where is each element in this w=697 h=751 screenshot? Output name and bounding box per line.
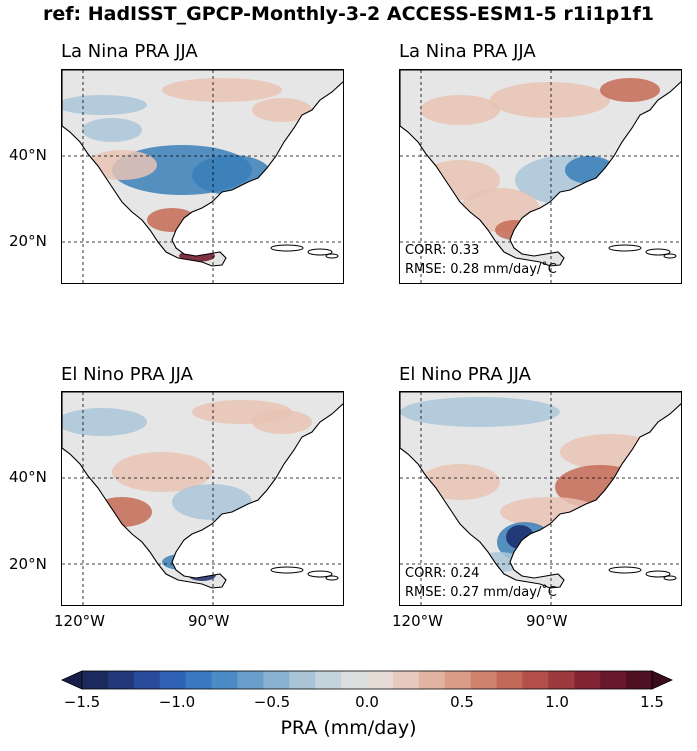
colorbar-tick-label: 0.5 xyxy=(450,693,474,711)
colorbar-tick-label: −0.5 xyxy=(253,693,291,711)
colorbar xyxy=(61,670,673,690)
anomaly-patch-3 xyxy=(565,156,615,184)
colorbar-bin-14 xyxy=(444,671,472,689)
colorbar-bin-9 xyxy=(315,671,342,689)
anomaly-patch-0 xyxy=(62,95,147,115)
colorbar-label: PRA (mm/day) xyxy=(280,717,417,739)
panel-title-el-nino-model: El Nino PRA JJA xyxy=(399,364,531,385)
island-0 xyxy=(608,244,642,252)
colorbar-bin-10 xyxy=(341,671,368,689)
panel-title-la-nina-ref: La Nina PRA JJA xyxy=(61,41,198,62)
coastline xyxy=(400,392,681,589)
island-2 xyxy=(325,253,339,259)
colorbar-bin-18 xyxy=(548,671,575,689)
colorbar-bin-8 xyxy=(289,671,316,689)
colorbar-bin-0 xyxy=(82,671,109,689)
island-1 xyxy=(307,248,333,256)
colorbar-frame xyxy=(81,670,653,690)
island-0 xyxy=(608,566,642,574)
island-2 xyxy=(325,575,339,581)
anomaly-patch-0 xyxy=(62,408,147,436)
colorbar-bin-4 xyxy=(185,671,213,689)
anomaly-patch-0 xyxy=(490,82,610,118)
island-1 xyxy=(307,570,333,578)
anomaly-patch-8 xyxy=(252,98,312,122)
lon-tick-120w-left: 120°W xyxy=(54,612,105,630)
corr-stat-el-nino: CORR: 0.24 xyxy=(405,566,480,581)
map-el-nino-model xyxy=(399,391,682,606)
anomaly-patch-6 xyxy=(420,464,500,500)
anomaly-patch-5 xyxy=(506,525,534,549)
anomaly-patch-6 xyxy=(420,160,500,200)
colorbar-bin-7 xyxy=(263,671,290,689)
island-2 xyxy=(663,253,677,259)
colorbar-bin-6 xyxy=(237,671,264,689)
anomaly-patch-1 xyxy=(162,78,282,102)
colorbar-extend-low xyxy=(61,670,83,690)
anomaly-patch-5 xyxy=(147,208,197,232)
map-la-nina-reference xyxy=(61,69,344,284)
anomaly-patch-4 xyxy=(162,554,202,570)
colorbar-bin-1 xyxy=(107,671,135,689)
panel-title-la-nina-model: La Nina PRA JJA xyxy=(399,41,536,62)
island-0 xyxy=(270,244,304,252)
colorbar-tick-label: 1.5 xyxy=(640,693,664,711)
rmse-stat-la-nina: RMSE: 0.28 mm/day/˚C xyxy=(405,262,557,277)
island-1 xyxy=(645,248,671,256)
colorbar-bin-21 xyxy=(626,671,653,689)
colorbar-bin-12 xyxy=(392,671,420,689)
colorbar-bin-2 xyxy=(133,671,161,689)
lat-tick-40n-bottom: 40°N xyxy=(9,468,47,486)
panel-title-el-nino-ref: El Nino PRA JJA xyxy=(61,364,193,385)
colorbar-bin-13 xyxy=(418,671,446,689)
anomaly-patch-6 xyxy=(92,497,152,527)
island-2 xyxy=(663,575,677,581)
lat-tick-20n-bottom: 20°N xyxy=(9,555,47,573)
colorbar-tick-label: 1.0 xyxy=(545,693,569,711)
map-el-nino-reference xyxy=(61,391,344,606)
anomaly-patch-3 xyxy=(172,484,252,520)
anomaly-patch-4 xyxy=(87,150,157,180)
colorbar-bin-20 xyxy=(600,671,627,689)
anomaly-patch-0 xyxy=(400,397,560,427)
lon-tick-90w-left: 90°W xyxy=(188,612,230,630)
colorbar-tick-label: −1.5 xyxy=(63,693,101,711)
colorbar-bin-11 xyxy=(367,671,394,689)
colorbar-bin-5 xyxy=(211,671,238,689)
island-0 xyxy=(270,566,304,574)
anomaly-patch-2 xyxy=(112,452,212,492)
anomaly-patch-5 xyxy=(495,220,535,240)
lon-tick-90w-right: 90°W xyxy=(526,612,568,630)
corr-stat-la-nina: CORR: 0.33 xyxy=(405,243,480,258)
lat-tick-20n-top: 20°N xyxy=(9,232,47,250)
figure-title: ref: HadISST_GPCP-Monthly-3-2 ACCESS-ESM… xyxy=(43,3,654,25)
colorbar-tick-label: −1.0 xyxy=(158,693,196,711)
anomaly-patch-7 xyxy=(252,410,312,434)
anomaly-patch-7 xyxy=(600,78,660,102)
anomaly-patch-1 xyxy=(420,95,500,125)
rmse-stat-el-nino: RMSE: 0.27 mm/day/˚C xyxy=(405,585,557,600)
colorbar-bin-3 xyxy=(159,671,187,689)
island-1 xyxy=(645,570,671,578)
colorbar-tick-label: 0.0 xyxy=(355,693,379,711)
colorbar-bin-16 xyxy=(496,671,523,689)
lat-tick-40n-top: 40°N xyxy=(9,146,47,164)
colorbar-bin-19 xyxy=(574,671,601,689)
lon-tick-120w-right: 120°W xyxy=(392,612,443,630)
coastline xyxy=(62,392,343,589)
anomaly-patch-3 xyxy=(500,497,600,527)
anomaly-patch-7 xyxy=(82,118,142,142)
map-la-nina-model xyxy=(399,69,682,284)
colorbar-extend-high xyxy=(651,670,673,690)
colorbar-bin-17 xyxy=(522,671,549,689)
colorbar-bin-15 xyxy=(470,671,498,689)
anomaly-patch-1 xyxy=(560,434,660,470)
coastline xyxy=(400,70,681,267)
coastline xyxy=(62,70,343,267)
